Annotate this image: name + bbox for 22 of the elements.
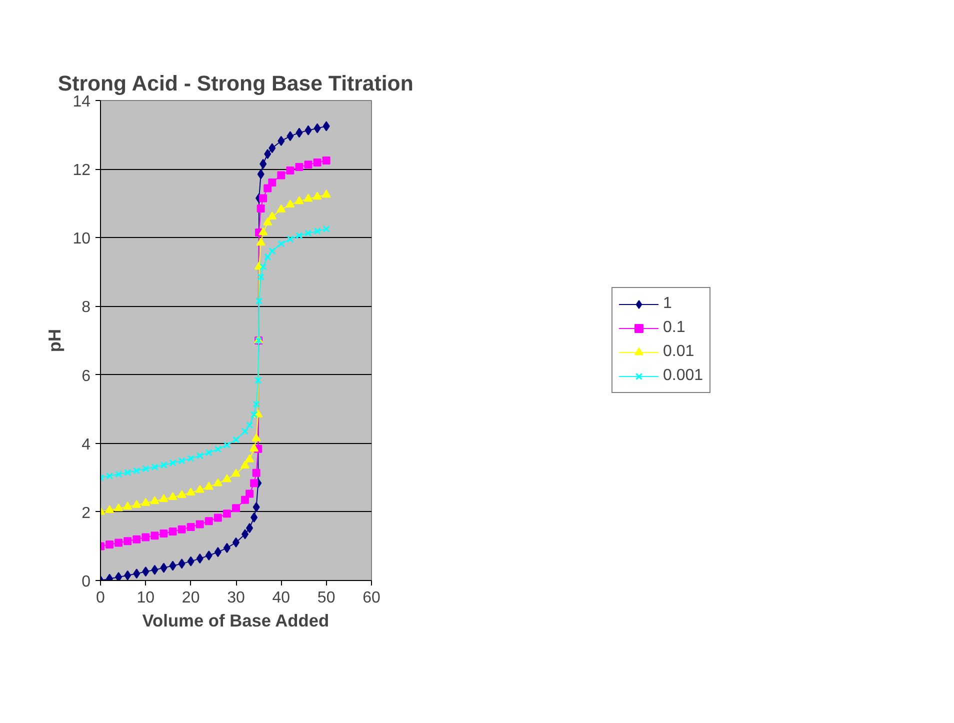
- x-tick-label: 60: [362, 590, 380, 606]
- y-axis-title: pH: [44, 328, 65, 352]
- y-tick-label: 2: [82, 504, 91, 522]
- y-tick-label: 4: [82, 436, 91, 454]
- legend-label: 0.1: [662, 319, 686, 337]
- chart-title: Strong Acid - Strong Base Titration: [58, 72, 414, 96]
- legend-label: 0.01: [662, 343, 694, 361]
- y-tick-label: 10: [72, 230, 91, 248]
- x-tick-label: 40: [272, 590, 290, 606]
- x-tick-label: 0: [96, 590, 106, 606]
- y-tick-label: 6: [82, 368, 91, 385]
- x-tick-label: 20: [182, 590, 200, 606]
- y-tick-label: 8: [82, 299, 91, 316]
- x-tick-label: 30: [227, 590, 245, 606]
- legend-label: 0.001: [662, 367, 704, 385]
- x-axis-title: Volume of Base Added: [142, 610, 330, 630]
- y-tick-label: 0: [82, 574, 91, 590]
- y-tick-label: 12: [72, 162, 91, 180]
- x-tick-label: 10: [136, 590, 155, 606]
- y-tick-label: 14: [72, 94, 91, 110]
- legend-label: 1: [662, 295, 673, 313]
- x-tick-label: 50: [317, 590, 336, 606]
